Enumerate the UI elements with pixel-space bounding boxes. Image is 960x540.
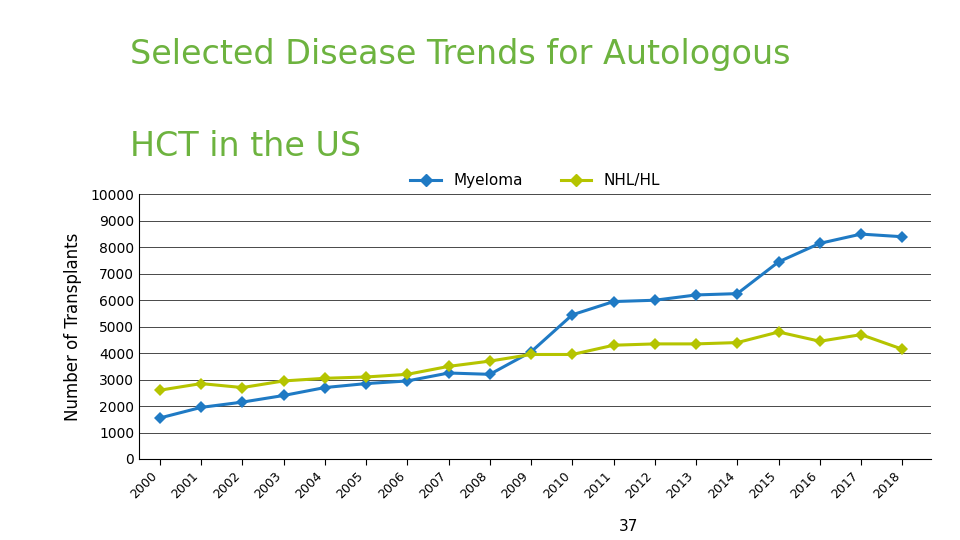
Text: Selected Disease Trends for Autologous: Selected Disease Trends for Autologous	[130, 38, 790, 71]
Legend: Myeloma, NHL/HL: Myeloma, NHL/HL	[404, 167, 666, 194]
Y-axis label: Number of Transplants: Number of Transplants	[64, 233, 83, 421]
Text: CRP/DM CONFERENCE 2020  |  37: CRP/DM CONFERENCE 2020 | 37	[690, 518, 923, 531]
Text: 37: 37	[619, 519, 638, 534]
Text: HCT in the US: HCT in the US	[130, 130, 361, 163]
